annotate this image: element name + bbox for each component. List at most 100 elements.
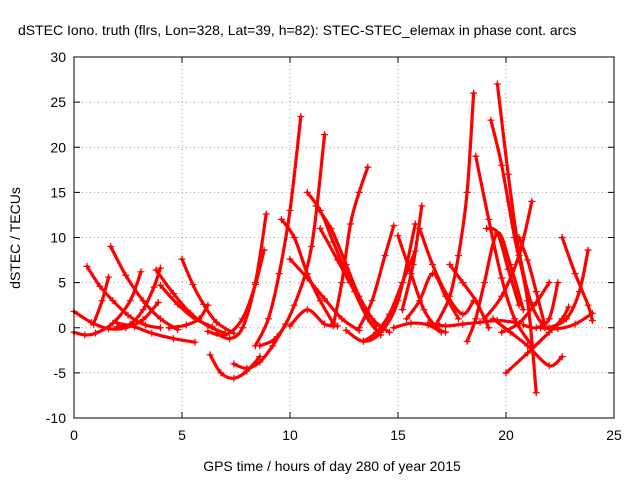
data-point xyxy=(141,321,149,329)
data-point xyxy=(385,310,393,318)
data-point xyxy=(459,279,467,287)
series-track xyxy=(448,263,491,330)
data-point xyxy=(269,342,277,350)
data-point xyxy=(498,274,506,282)
data-point xyxy=(558,234,566,241)
data-point xyxy=(446,261,454,269)
y-axis-label: dSTEC / TECUs xyxy=(7,187,23,289)
data-point xyxy=(107,243,115,251)
data-point xyxy=(407,270,415,278)
data-point xyxy=(321,295,329,303)
data-point xyxy=(515,301,523,309)
series-points xyxy=(355,222,398,332)
data-point xyxy=(407,319,415,327)
data-point xyxy=(528,301,536,309)
data-point xyxy=(554,279,562,287)
series-points xyxy=(329,163,372,330)
data-point xyxy=(545,324,553,332)
data-point xyxy=(472,152,480,160)
data-point xyxy=(89,320,97,328)
series-track xyxy=(357,224,396,330)
data-point xyxy=(174,326,182,334)
data-point xyxy=(124,311,132,319)
data-point xyxy=(282,320,290,328)
data-point xyxy=(316,297,324,305)
series-track xyxy=(547,248,590,330)
data-point xyxy=(364,163,372,171)
x-tick-label: 20 xyxy=(498,427,514,443)
data-point xyxy=(338,279,346,287)
data-point xyxy=(416,224,424,232)
data-point xyxy=(334,256,342,264)
series-points xyxy=(489,315,566,370)
data-point xyxy=(273,333,281,341)
data-point xyxy=(260,246,268,254)
data-point xyxy=(418,202,426,210)
data-point xyxy=(476,318,484,326)
series-points xyxy=(359,247,419,345)
data-point xyxy=(483,224,491,232)
data-point xyxy=(126,297,134,305)
x-tick-label: 5 xyxy=(178,427,186,443)
data-point xyxy=(83,262,91,270)
data-point xyxy=(342,261,350,269)
data-point xyxy=(334,322,342,330)
y-tick-label: 15 xyxy=(50,184,66,200)
data-point xyxy=(256,342,264,350)
data-point xyxy=(411,220,419,228)
data-point xyxy=(156,324,164,332)
data-point xyxy=(454,252,462,260)
data-point xyxy=(498,328,506,336)
data-point xyxy=(226,335,234,343)
data-point xyxy=(308,243,316,251)
axis-ticks xyxy=(73,56,615,419)
data-point xyxy=(390,222,398,230)
data-point xyxy=(571,270,579,278)
data-point xyxy=(297,113,305,121)
data-point xyxy=(506,328,514,336)
data-point xyxy=(275,270,283,278)
x-tick-label: 15 xyxy=(390,427,406,443)
data-point xyxy=(154,298,162,306)
data-point xyxy=(286,322,294,330)
data-point xyxy=(359,337,367,345)
data-point xyxy=(346,220,354,228)
data-point xyxy=(524,256,532,264)
series-points xyxy=(70,298,162,333)
series-points xyxy=(113,264,164,331)
series-points xyxy=(277,215,337,327)
series-points xyxy=(480,197,536,323)
data-point xyxy=(394,297,402,305)
data-point xyxy=(290,234,298,241)
data-point xyxy=(565,303,573,311)
data-point xyxy=(105,325,113,333)
data-point xyxy=(329,238,337,246)
data-point xyxy=(150,283,158,291)
series-track xyxy=(167,303,210,330)
series-track xyxy=(392,321,443,334)
data-point xyxy=(139,297,147,305)
data-point xyxy=(584,246,592,254)
data-point xyxy=(165,324,173,332)
data-point xyxy=(139,316,147,324)
data-point xyxy=(498,161,506,169)
data-point xyxy=(200,300,208,308)
data-point xyxy=(562,315,570,323)
data-point xyxy=(230,360,238,368)
data-point xyxy=(286,206,294,214)
data-point xyxy=(139,306,147,314)
series-points xyxy=(312,202,380,330)
data-point xyxy=(545,315,553,323)
data-point xyxy=(515,319,523,327)
series-points xyxy=(256,131,329,350)
data-point xyxy=(480,279,488,287)
series-points xyxy=(83,262,164,332)
data-point xyxy=(303,188,311,196)
series-points xyxy=(113,319,199,346)
y-tick-label: -10 xyxy=(46,410,66,426)
data-point xyxy=(169,335,177,343)
data-point xyxy=(584,301,592,309)
data-point xyxy=(346,279,354,287)
data-point xyxy=(191,338,199,346)
data-point xyxy=(342,326,350,334)
